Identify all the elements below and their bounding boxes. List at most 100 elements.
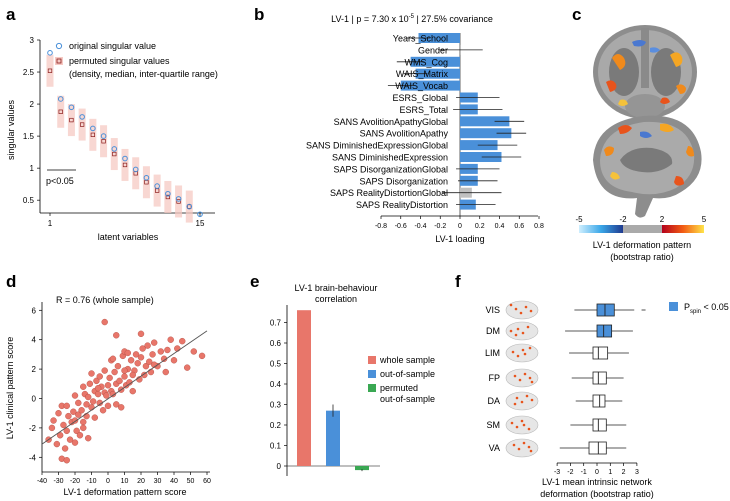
d-xlabel: LV-1 deformation pattern score: [64, 487, 187, 497]
d-point: [84, 393, 92, 401]
b-title-prefix: LV-1 | p = 7.30 x 10: [331, 14, 408, 24]
f-brain-hotspot: [529, 449, 533, 453]
a-marks: [46, 50, 203, 223]
f-brain-hotspot: [529, 309, 533, 313]
d-point: [167, 336, 174, 343]
b-bar: [418, 33, 460, 43]
d-point: [48, 424, 56, 432]
b-category-label: SAPS DisorganizationGlobal: [333, 164, 448, 174]
d-point: [63, 427, 70, 435]
d-point: [86, 380, 94, 387]
d-point: [101, 367, 108, 374]
d-point: [150, 339, 158, 346]
f-brain-hotspot: [519, 311, 523, 315]
d-point: [146, 358, 153, 365]
a-permuted-median: [58, 109, 63, 114]
b-bar: [460, 128, 512, 139]
b-category-label: SAPS Disorganization: [359, 176, 448, 186]
a-permuted-density: [78, 108, 86, 141]
a-legend-permuted-marker: [56, 58, 62, 64]
f-brain-hotspot: [526, 325, 530, 329]
b-category-label: SANS DiminishedExpression: [332, 153, 448, 163]
d-point: [147, 368, 155, 376]
f-brain-hotspot: [522, 423, 526, 427]
colorbar-negative: [579, 225, 623, 233]
e-bar: [297, 310, 311, 466]
panel-b: LV-1 | p = 7.30 x 10-5 | 27.5% covarianc…: [306, 14, 544, 244]
f-rows: VIS DM LIM FP DA SM VA: [485, 300, 646, 458]
a-original-point: [100, 133, 107, 139]
a-original-point: [197, 211, 203, 218]
b-category-label: WAIS_Vocab: [395, 81, 448, 91]
brain-sagittal-image: [593, 115, 702, 218]
d-point: [127, 357, 135, 364]
d-annotation: R = 0.76 (whole sample): [56, 295, 154, 305]
e-title-2: correlation: [315, 294, 357, 304]
b-ticks: -0.8 -0.6 -0.4 -0.2 0 0.2 0.4 0.6 0.8: [375, 216, 544, 230]
d-point: [93, 377, 100, 385]
d-point: [113, 332, 120, 339]
d-point: [104, 382, 112, 389]
a-legend-original-marker: [55, 42, 63, 50]
a-permuted-median: [69, 117, 74, 123]
a-original-point: [79, 114, 85, 120]
a-permuted-density: [57, 95, 65, 128]
d-point: [56, 432, 64, 439]
d-ytick-label: -2: [29, 424, 37, 433]
b-xtick-label: -0.2: [434, 223, 446, 230]
a-original-point: [165, 190, 171, 197]
e-legend-whole: whole sample: [379, 355, 435, 365]
f-brain-hotspot: [515, 396, 519, 400]
e-ticks: 0 0.1 0.2 0.3 0.4 0.5 0.6 0.7: [270, 319, 287, 471]
d-fit-line: [41, 330, 208, 445]
d-point: [111, 368, 118, 376]
d-point: [96, 373, 103, 380]
f-brain-thumbnail: [505, 415, 539, 435]
e-legend-oos: out-of-sample: [380, 369, 435, 379]
f-brain-thumbnail: [505, 343, 539, 363]
d-point: [60, 421, 67, 429]
d-point: [141, 371, 148, 379]
f-brain-hotspot: [513, 402, 517, 406]
d-point: [149, 351, 156, 358]
f-brain-hotspot: [523, 352, 527, 356]
f-xlabel-1: LV-1 mean intrinsic network: [542, 477, 652, 487]
d-points: [41, 318, 208, 464]
f-network-label: SM: [487, 420, 501, 430]
b-bar: [400, 80, 460, 91]
d-ytick-label: 4: [32, 336, 37, 345]
f-brain-hotspot: [520, 419, 524, 423]
f-brain-hotspot: [527, 445, 531, 449]
f-xlabel-2: deformation (bootstrap ratio): [540, 489, 654, 499]
b-category-label: WMS_Cog: [404, 57, 448, 67]
d-point: [53, 440, 61, 448]
d-point: [129, 387, 136, 395]
b-category-label: SAPS RealityDistortionGlobal: [330, 188, 448, 198]
d-point: [109, 390, 117, 398]
f-xtick-label: -2: [567, 469, 573, 476]
f-brain-hotspot: [521, 348, 525, 352]
f-brain-hotspot: [514, 333, 518, 337]
c-caption-2: (bootstrap ratio): [610, 252, 674, 262]
a-original-point: [154, 183, 160, 189]
f-brain-hotspot: [528, 376, 532, 380]
panel-f-label: f: [455, 272, 461, 291]
a-permuted-density: [142, 166, 150, 199]
f-box: [592, 371, 607, 385]
f-xtick-label: 2: [622, 469, 626, 476]
a-original-point: [122, 155, 128, 162]
d-point: [121, 373, 128, 380]
d-xtick-label: 20: [137, 478, 145, 485]
d-ytick-label: 6: [32, 306, 37, 315]
f-network-label: VA: [489, 443, 500, 453]
f-legend: Pspin < 0.05: [684, 302, 729, 315]
f-network-label: DA: [487, 396, 500, 406]
e-bar: [326, 410, 340, 466]
a-xlabel: latent variables: [98, 232, 159, 242]
b-xtick-label: -0.4: [414, 223, 426, 230]
b-category-label: SANS DiminishedExpressionGlobal: [306, 141, 448, 151]
d-xtick-label: 40: [170, 478, 178, 485]
a-original-point: [175, 196, 182, 202]
f-xtick-label: -3: [554, 469, 560, 476]
d-point: [75, 411, 82, 418]
